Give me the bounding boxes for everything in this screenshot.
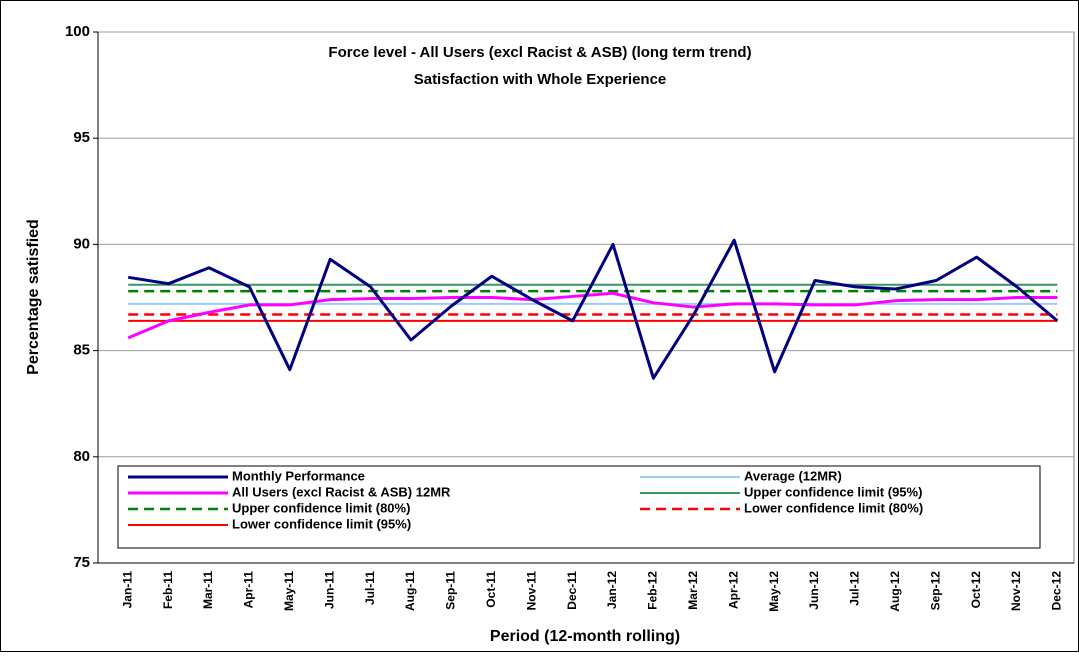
x-tick-label: Jun-12 bbox=[807, 571, 821, 610]
chart-subtitle: Satisfaction with Whole Experience bbox=[414, 71, 667, 88]
grid: 75 80 85 90 95 100 Jan-11 Feb-11 Mar-11 Apr-11 May… bbox=[65, 23, 1074, 612]
x-tick-label: Mar-11 bbox=[201, 571, 215, 609]
x-tick-label: Feb-11 bbox=[161, 571, 175, 609]
x-tick-label: Sep-11 bbox=[444, 571, 458, 610]
x-tick-label: Jul-11 bbox=[363, 571, 377, 605]
legend-label: Monthly Performance bbox=[232, 468, 365, 483]
y-tick-label: 100 bbox=[65, 23, 90, 40]
y-tick-label: 90 bbox=[73, 235, 90, 252]
y-tick-label: 75 bbox=[73, 554, 90, 571]
x-tick-label: Dec-11 bbox=[565, 571, 579, 610]
x-tick-label: Apr-12 bbox=[726, 571, 740, 609]
series-line bbox=[127, 238, 1059, 380]
y-tick-label: 80 bbox=[73, 448, 90, 465]
x-tick-label: Mar-12 bbox=[686, 571, 700, 610]
legend bbox=[117, 465, 1041, 549]
x-tick-label: Jan-12 bbox=[605, 571, 619, 609]
legend-label: All Users (excl Racist & ASB) 12MR bbox=[232, 484, 451, 499]
x-tick-label: Jul-12 bbox=[848, 571, 862, 606]
x-axis-label: Period (12-month rolling) bbox=[490, 628, 680, 645]
series-line bbox=[127, 291, 1058, 340]
x-tick-label: Dec-12 bbox=[1050, 571, 1064, 611]
x-tick-label: Apr-11 bbox=[242, 571, 256, 609]
x-tick-label: Aug-11 bbox=[403, 571, 417, 611]
x-tick-label: May-12 bbox=[767, 571, 781, 612]
series-group bbox=[127, 238, 1059, 380]
x-tick-label: May-11 bbox=[282, 571, 296, 611]
chart-title: Force level - All Users (excl Racist & A… bbox=[328, 44, 751, 61]
x-tick-label: Jan-11 bbox=[120, 571, 134, 609]
x-tick-label: Nov-12 bbox=[1009, 571, 1023, 611]
legend-label: Lower confidence limit (80%) bbox=[744, 500, 923, 515]
x-tick-label: Oct-12 bbox=[969, 571, 983, 609]
y-axis-label: Percentage satisfied bbox=[25, 219, 42, 375]
x-tick-label: Nov-11 bbox=[524, 571, 538, 611]
legend-entries: Monthly Performance Average (12MR) All Use… bbox=[128, 468, 923, 531]
legend-label: Upper confidence limit (80%) bbox=[232, 500, 410, 515]
legend-label: Average (12MR) bbox=[744, 468, 842, 483]
y-tick-label: 95 bbox=[73, 129, 90, 146]
y-tick-label: 85 bbox=[73, 342, 90, 359]
x-tick-label: Oct-11 bbox=[484, 571, 498, 608]
x-tick-label: Sep-12 bbox=[928, 571, 942, 611]
legend-label: Upper confidence limit (95%) bbox=[744, 484, 922, 499]
x-tick-label: Feb-12 bbox=[646, 571, 660, 610]
x-tick-label: Aug-12 bbox=[888, 571, 902, 612]
legend-label: Lower confidence limit (95%) bbox=[232, 516, 411, 531]
x-tick-label: Jun-11 bbox=[322, 571, 336, 609]
